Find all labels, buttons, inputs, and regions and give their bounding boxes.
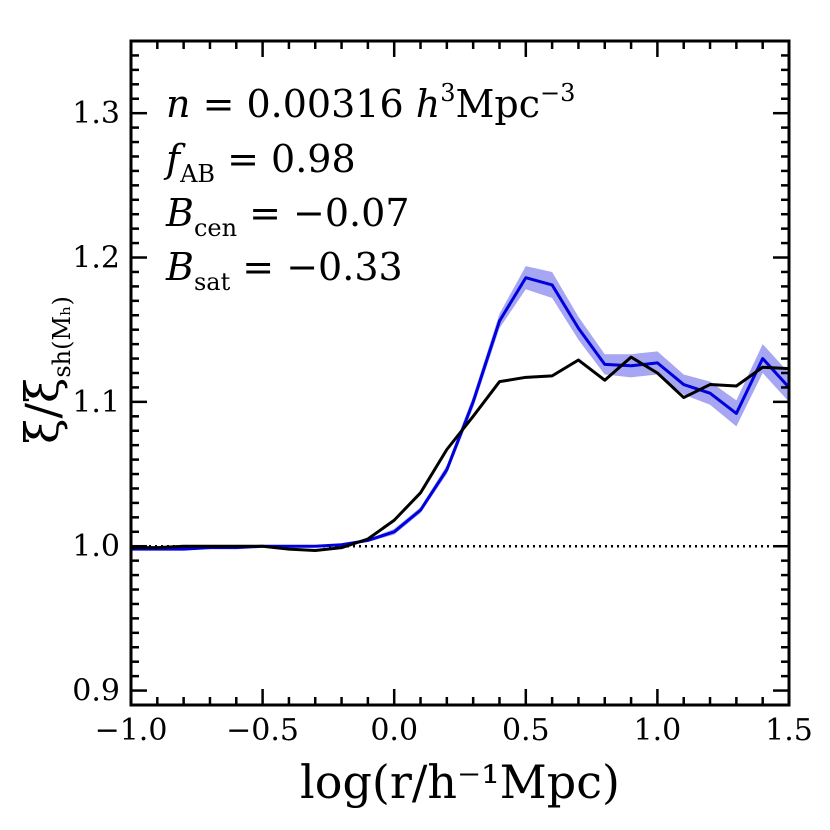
- y-tick-label: 1.1: [72, 385, 120, 420]
- series-line-blue: [131, 276, 791, 551]
- x-axis-label: log(r/h⁻¹Mpc): [300, 755, 620, 809]
- series-layer: [131, 276, 791, 553]
- y-tick-label: 1.0: [72, 529, 120, 564]
- x-tick-labels: −1.0 −0.5 0.0 0.5 1.0 1.5: [95, 713, 813, 748]
- annotation-bsat: Bsat = −0.33: [165, 245, 403, 296]
- x-tick-label: 1.0: [634, 713, 682, 748]
- band-layer: [131, 266, 789, 550]
- y-tick-label: 1.3: [72, 96, 120, 131]
- y-tick-labels: 0.9 1.0 1.1 1.2 1.3: [72, 96, 120, 708]
- annotation-density: n = 0.00316 h3Mpc−3: [166, 79, 575, 126]
- series-band-blue: [131, 266, 789, 550]
- x-tick-label: 0.5: [502, 713, 550, 748]
- x-tick-label: 0.0: [370, 713, 418, 748]
- y-tick-label: 0.9: [72, 674, 120, 709]
- x-tick-label: 1.5: [765, 713, 813, 748]
- x-tick-label: −0.5: [226, 713, 299, 748]
- plot-frame: [129, 39, 791, 707]
- annotation-bcen: Bcen = −0.07: [165, 191, 410, 242]
- annotation-fab: fAB = 0.98: [163, 137, 356, 188]
- series-line-black: [131, 355, 790, 553]
- x-tick-label: −1.0: [95, 713, 168, 748]
- y-axis-label: ξ/ξsh(Mₕ): [15, 296, 76, 444]
- y-tick-label: 1.2: [72, 241, 120, 276]
